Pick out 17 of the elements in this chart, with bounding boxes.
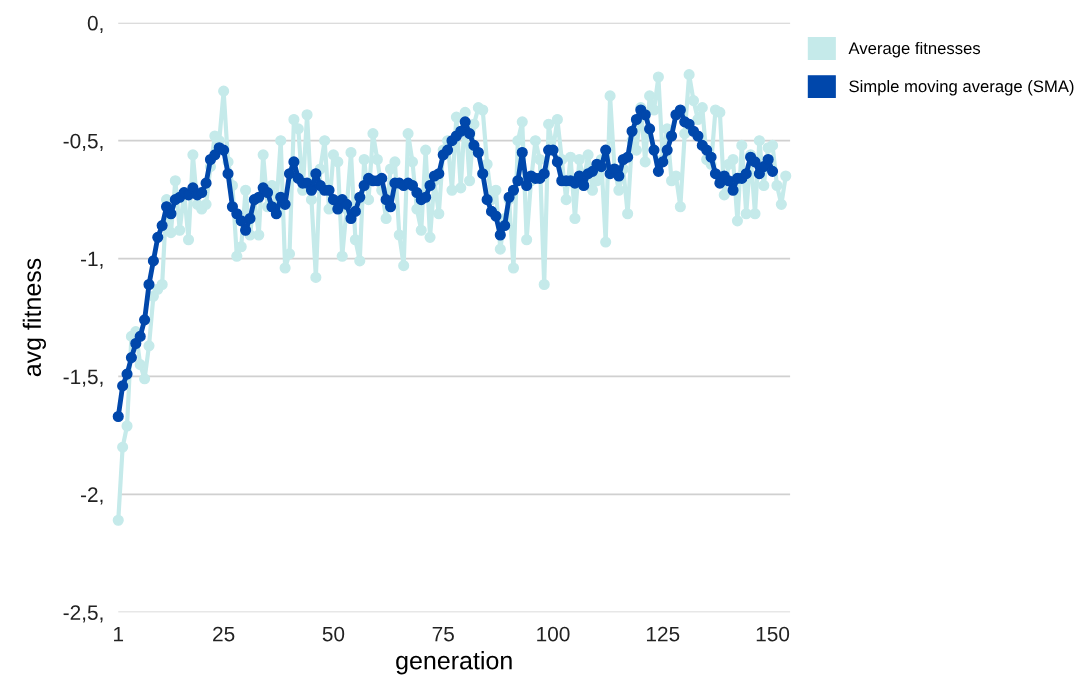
y-tick-label: -0,5, xyxy=(63,133,103,151)
y-tick-label: -2, xyxy=(80,487,103,505)
x-tick-label: 25 xyxy=(213,626,235,642)
x-tick-label: 1 xyxy=(114,626,124,642)
y-tick-label: 0, xyxy=(87,15,103,34)
legend-label: Average fitnesses xyxy=(848,41,981,58)
x-tick-label: 75 xyxy=(432,626,454,642)
y-tick-label: -1,5, xyxy=(63,369,103,387)
y-axis-title: avg fitness xyxy=(22,258,47,377)
y-tick-label: -2,5, xyxy=(63,605,103,623)
legend-label: Simple moving average (SMA) xyxy=(849,79,1074,96)
x-tick-label: 100 xyxy=(537,626,570,642)
y-tick-label: -1, xyxy=(80,251,103,269)
x-tick-label: 50 xyxy=(322,626,345,642)
x-axis-title: generation xyxy=(396,651,512,675)
x-tick-label: 150 xyxy=(756,626,790,642)
x-tick-label: 125 xyxy=(646,626,680,642)
